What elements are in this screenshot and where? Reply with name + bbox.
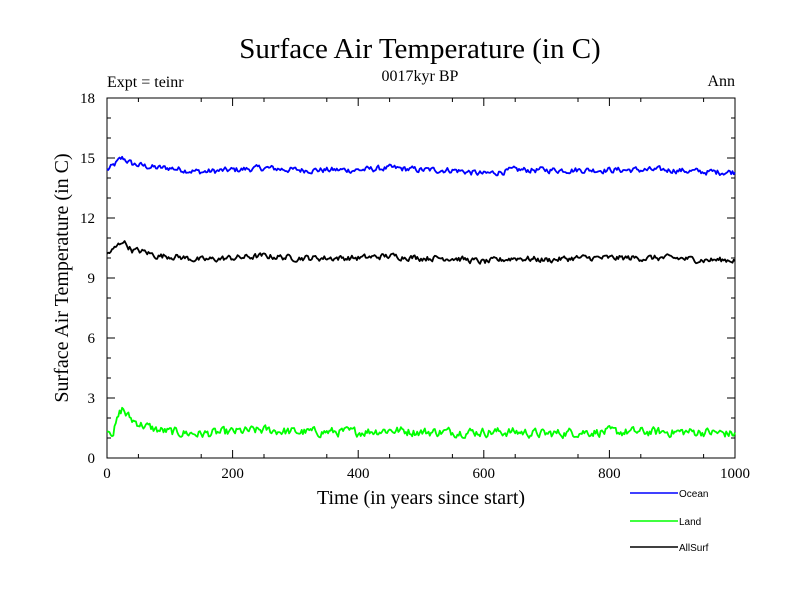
x-tick-label: 0 bbox=[103, 466, 111, 482]
x-tick-label: 200 bbox=[221, 466, 244, 482]
y-tick-label: 0 bbox=[88, 451, 96, 467]
x-axis-label: Time (in years since start) bbox=[317, 487, 525, 509]
legend: Ocean Land AllSurf bbox=[630, 489, 709, 554]
chart-title: Surface Air Temperature (in C) bbox=[239, 33, 600, 65]
series-line-ocean bbox=[106, 155, 736, 177]
legend-label-allsurf: AllSurf bbox=[679, 543, 709, 554]
series-line-allsurf bbox=[106, 240, 736, 265]
x-tick-label: 1000 bbox=[720, 466, 750, 482]
experiment-label: Expt = teinr bbox=[107, 74, 184, 91]
series-layer bbox=[106, 155, 736, 440]
x-tick-label: 400 bbox=[347, 466, 370, 482]
axis-ticks: 0 200 400 600 800 1000 0 3 6 9 12 15 18 bbox=[80, 91, 750, 482]
chart-subtitle: 0017kyr BP bbox=[382, 68, 459, 85]
y-tick-label: 3 bbox=[88, 391, 96, 407]
x-tick-label: 600 bbox=[473, 466, 496, 482]
y-axis-label: Surface Air Temperature (in C) bbox=[51, 153, 73, 402]
y-tick-label: 18 bbox=[80, 91, 95, 107]
y-tick-label: 12 bbox=[80, 211, 95, 227]
y-tick-label: 15 bbox=[80, 151, 95, 167]
y-tick-label: 9 bbox=[88, 271, 96, 287]
series-line-land bbox=[106, 406, 736, 440]
y-tick-label: 6 bbox=[88, 331, 96, 347]
legend-label-land: Land bbox=[679, 517, 701, 528]
legend-label-ocean: Ocean bbox=[679, 489, 708, 500]
x-tick-label: 800 bbox=[598, 466, 621, 482]
season-label: Ann bbox=[707, 73, 735, 90]
plot-frame bbox=[106, 97, 736, 459]
